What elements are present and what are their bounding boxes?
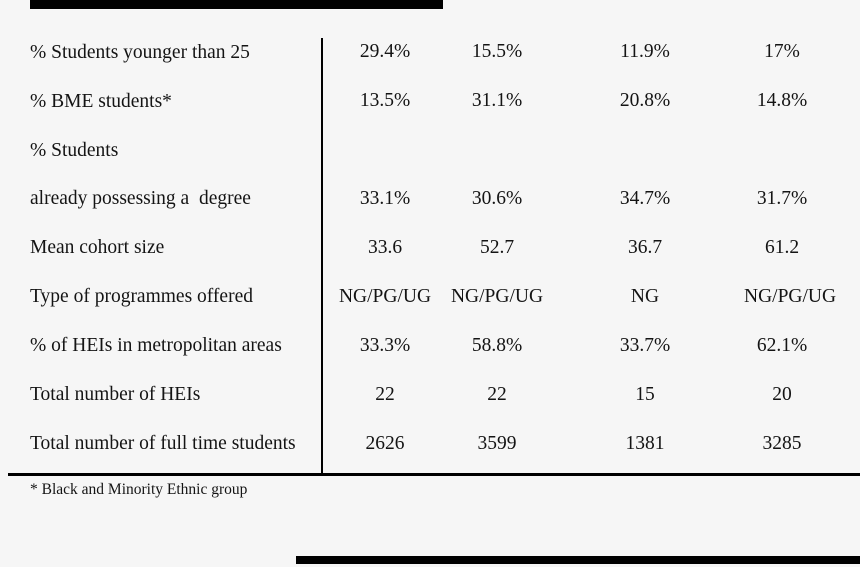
cell-value: 36.7 bbox=[627, 237, 663, 258]
cell-value: 31.1% bbox=[471, 90, 523, 112]
cell-value: 20.8% bbox=[619, 90, 671, 112]
cell-value: NG/PG/UG bbox=[338, 285, 432, 307]
cell-value: 17% bbox=[764, 41, 800, 63]
cell-value: 20 bbox=[772, 383, 792, 405]
row-label: % Students bbox=[30, 139, 119, 161]
cell-value: 33.6 bbox=[367, 237, 403, 258]
cell-value: 58.8% bbox=[471, 334, 523, 356]
row-label: % BME students* bbox=[30, 90, 172, 112]
table-row: % of HEIs in metropolitan areas 33.3% 58… bbox=[0, 321, 860, 370]
table-row: Total number of HEIs 22 22 15 20 bbox=[0, 370, 860, 419]
cell-value: 22 bbox=[375, 383, 395, 405]
table-row: Total number of full time students 2626 … bbox=[0, 419, 860, 468]
row-label: Type of programmes offered bbox=[30, 286, 253, 308]
cell-value: 61.2 bbox=[764, 237, 800, 258]
table-footnote: * Black and Minority Ethnic group bbox=[30, 481, 248, 498]
row-label: Mean cohort size bbox=[30, 237, 165, 259]
cell-value: 15 bbox=[635, 383, 655, 405]
cell-value: 34.7% bbox=[619, 188, 671, 210]
cell-value: 33.1% bbox=[359, 188, 411, 210]
column-divider-rule bbox=[321, 38, 323, 474]
cell-value: 15.5% bbox=[471, 41, 523, 63]
top-edge-artifact-bar bbox=[30, 0, 443, 9]
cell-value: 29.4% bbox=[359, 41, 411, 63]
table-bottom-rule bbox=[8, 473, 860, 476]
cell-value: 2626 bbox=[365, 432, 405, 454]
cell-value: 3285 bbox=[762, 432, 802, 454]
table-row: Type of programmes offered NG/PG/UG NG/P… bbox=[0, 272, 860, 321]
cell-value: NG/PG/UG bbox=[450, 285, 544, 307]
row-label: % Students younger than 25 bbox=[30, 41, 250, 63]
table-row: % Students bbox=[0, 126, 860, 175]
cell-value: 33.7% bbox=[619, 334, 671, 356]
cell-value: 33.3% bbox=[359, 334, 411, 356]
cell-value: 3599 bbox=[477, 432, 517, 454]
row-label: % of HEIs in metropolitan areas bbox=[30, 335, 282, 357]
cell-value: NG/PG/UG bbox=[744, 285, 837, 307]
table-row: already possessing a degree 33.1% 30.6% … bbox=[0, 175, 860, 224]
statistics-table: % Students younger than 25 29.4% 15.5% 1… bbox=[0, 28, 860, 468]
bottom-edge-artifact-bar bbox=[296, 556, 860, 564]
cell-value: 14.8% bbox=[756, 90, 808, 112]
table-row: Mean cohort size 33.6 52.7 36.7 61.2 bbox=[0, 224, 860, 273]
cell-value: 62.1% bbox=[756, 334, 808, 356]
cell-value: 1381 bbox=[625, 432, 665, 454]
cell-value: 52.7 bbox=[479, 237, 515, 258]
cell-value: NG bbox=[630, 285, 660, 307]
table-row: % Students younger than 25 29.4% 15.5% 1… bbox=[0, 28, 860, 77]
cell-value: 11.9% bbox=[620, 41, 670, 63]
row-label: Total number of HEIs bbox=[30, 383, 201, 405]
table-row: % BME students* 13.5% 31.1% 20.8% 14.8% bbox=[0, 77, 860, 126]
cell-value: 22 bbox=[487, 383, 507, 405]
cell-value: 31.7% bbox=[756, 188, 808, 210]
cell-value: 13.5% bbox=[359, 90, 411, 112]
cell-value: 30.6% bbox=[471, 188, 523, 210]
row-label: Total number of full time students bbox=[30, 432, 296, 454]
row-label: already possessing a degree bbox=[30, 188, 251, 210]
